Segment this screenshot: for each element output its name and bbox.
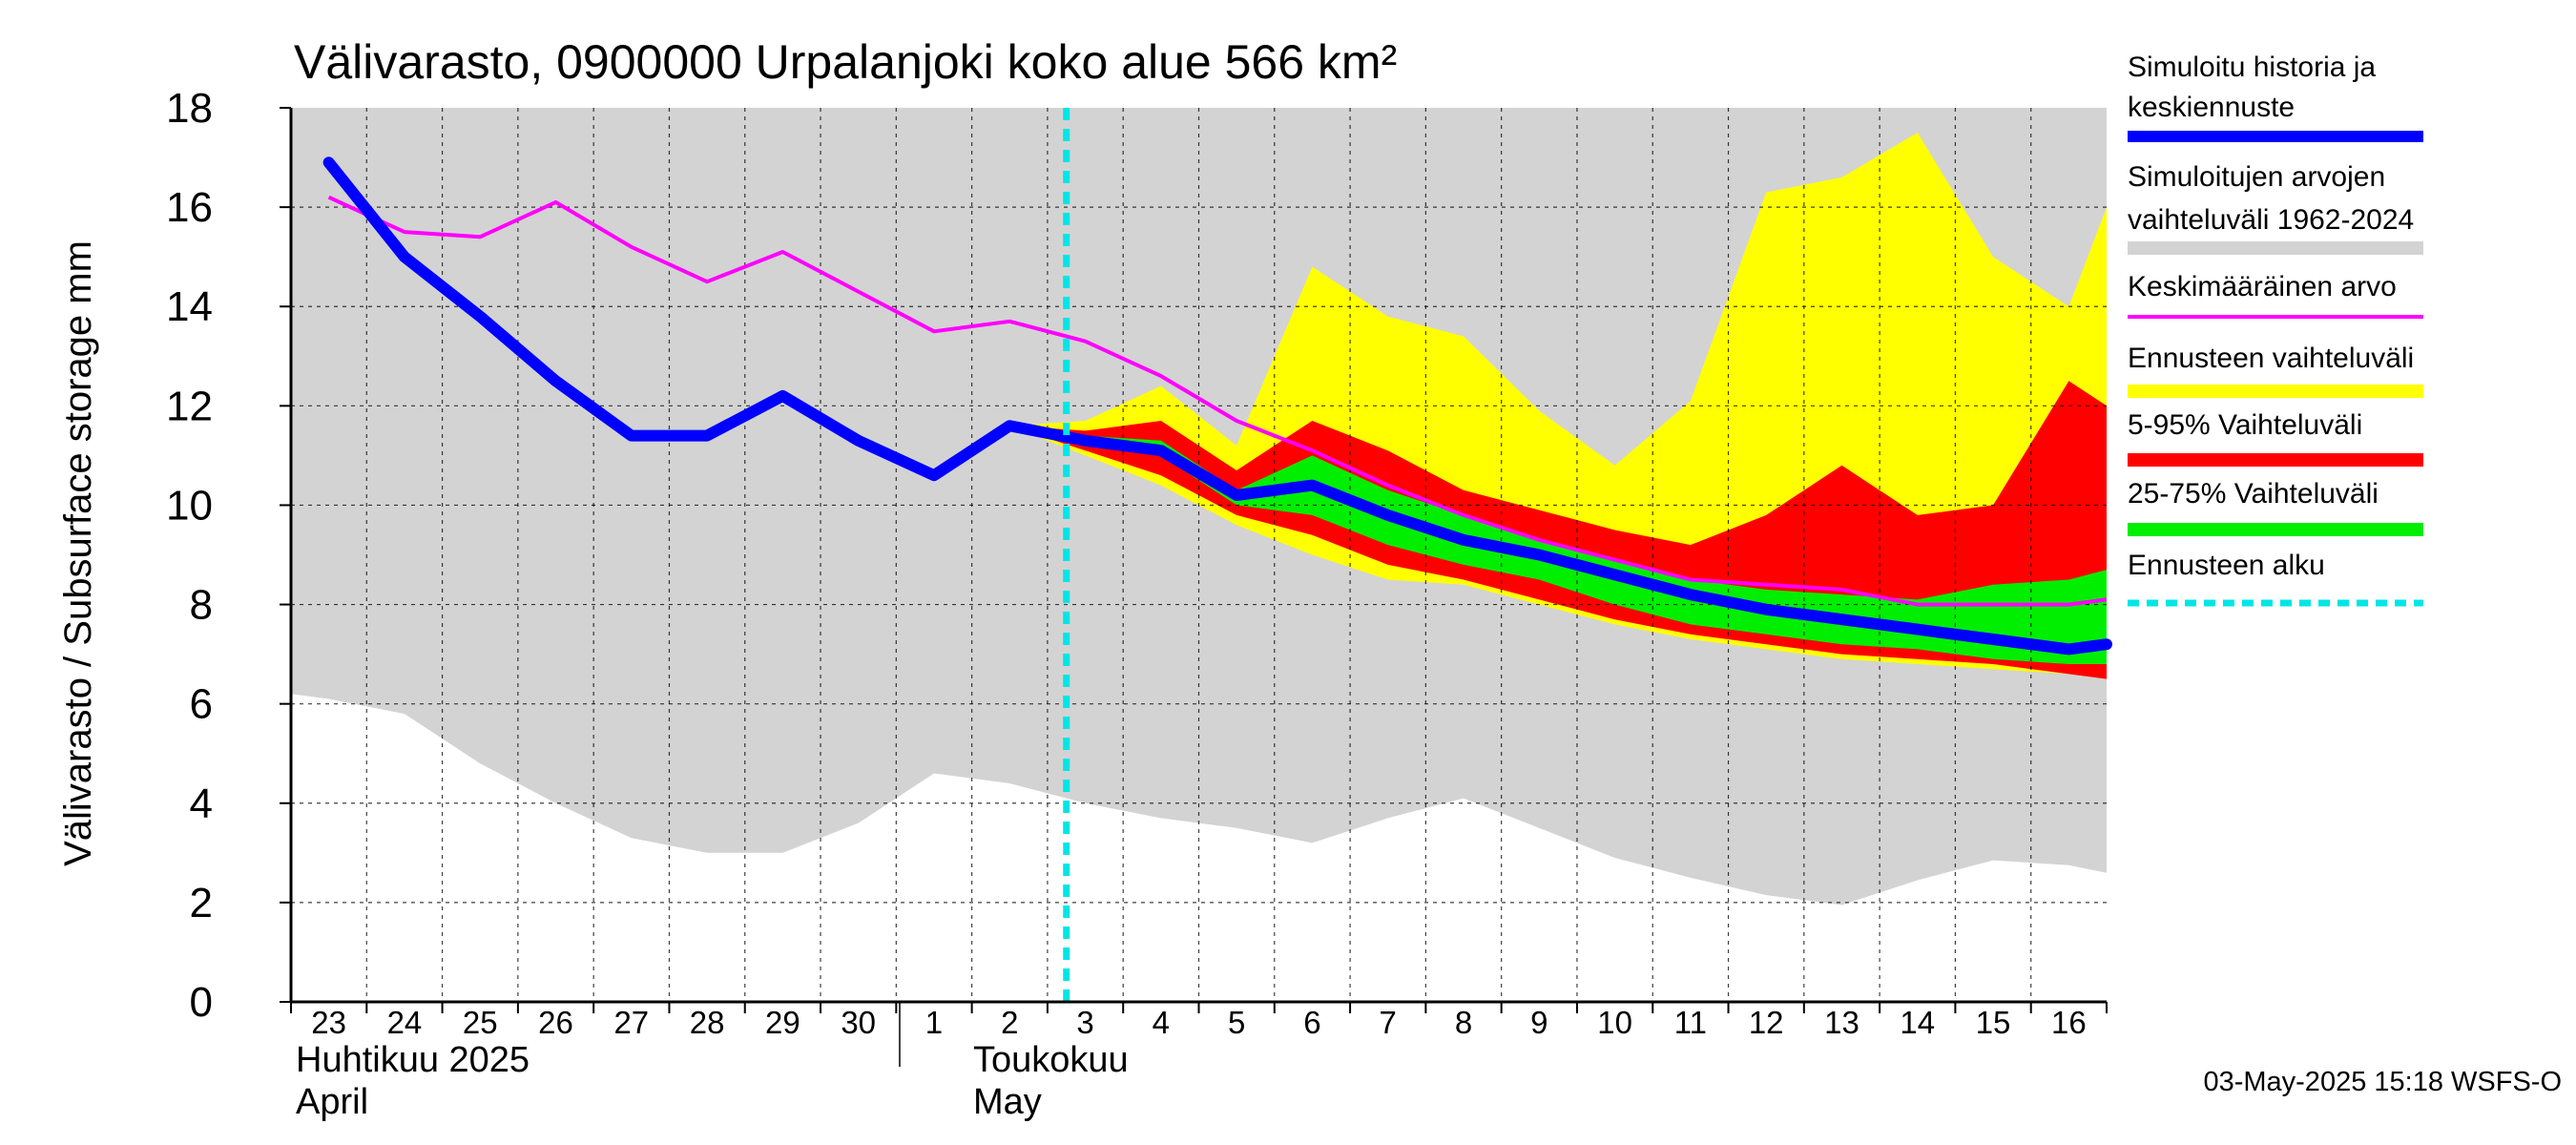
x-tick-label: 26 [538,1005,573,1040]
x-tick-label: 1 [925,1005,943,1040]
y-tick-label: 4 [190,781,213,827]
legend-label-sim: Simuloitu historia ja [2128,52,2376,83]
y-tick-label: 14 [166,283,213,330]
legend-label-fcrange: Ennusteen vaihteluväli [2128,343,2414,374]
x-tick-label: 9 [1530,1005,1548,1040]
mean-line [327,195,2108,607]
x-tick-label: 14 [1900,1005,1935,1040]
x-tick-label: 3 [1076,1005,1093,1040]
y-tick-label: 6 [190,681,213,728]
legend-label-range: Simuloitujen arvojen [2128,161,2385,193]
x-tick-labels: 23 24 25 26 27 28 29 30 1 2 3 4 5 6 7 8 9 10 11 12 13 14 15 16 [311,1005,2086,1040]
y-tick-label: 12 [166,383,213,429]
y-tick-label: 2 [190,880,213,926]
y-tick-label: 0 [190,979,213,1026]
y-tick-label: 18 [166,85,213,132]
legend-label-sim-line2: keskiennuste [2128,92,2295,123]
legend-label-mean: Keskimääräinen arvo [2128,271,2397,302]
x-tick-label: 7 [1380,1005,1397,1040]
x-tick-label: 28 [690,1005,725,1040]
x-tick-label: 10 [1597,1005,1632,1040]
simulated-forecast-line [322,156,2112,656]
month-label-may-fi: Toukokuu [973,1040,1129,1080]
y-axis-label: Välivarasto / Subsurface storage mm [57,240,99,866]
x-tick-label: 2 [1001,1005,1018,1040]
y-tick-label: 10 [166,482,213,529]
x-tick-label: 4 [1153,1005,1170,1040]
x-tick-label: 5 [1228,1005,1245,1040]
x-tick-label: 6 [1303,1005,1320,1040]
chart-lines [322,108,2112,1002]
x-tick-label: 11 [1674,1005,1707,1040]
legend-label-p595: 5-95% Vaihteluväli [2128,409,2362,441]
x-tick-label: 13 [1824,1005,1859,1040]
x-tick-label: 25 [463,1005,498,1040]
y-tick-label: 16 [166,184,213,231]
chart-legend: Simuloitu historia ja keskiennuste Simuloi… [2128,52,2423,607]
x-tick-label: 27 [613,1005,649,1040]
month-label-april-fi: Huhtikuu 2025 [296,1040,530,1080]
footer-timestamp: 03-May-2025 15:18 WSFS-O [2203,1067,2562,1097]
month-label-april-en: April [296,1082,368,1122]
chart-grid [291,108,2107,1002]
legend-label-p2575: 25-75% Vaihteluväli [2128,478,2379,510]
x-tick-label: 24 [387,1005,423,1040]
y-tick-labels: 0 2 4 6 8 10 12 14 16 18 [166,85,213,1026]
x-tick-label: 29 [765,1005,800,1040]
y-tick-label: 8 [190,582,213,629]
x-tick-label: 15 [1976,1005,2011,1040]
month-label-may-en: May [973,1082,1042,1122]
chart-frame [280,107,2108,1013]
x-tick-label: 30 [841,1005,876,1040]
x-tick-label: 16 [2051,1005,2087,1040]
legend-label-start: Ennusteen alku [2128,550,2325,581]
x-tick-label: 8 [1455,1005,1472,1040]
x-tick-label: 12 [1749,1005,1784,1040]
x-tick-label: 23 [311,1005,346,1040]
legend-label-range-line2: vaihteluväli 1962-2024 [2128,204,2414,236]
chart-title: Välivarasto, 0900000 Urpalanjoki koko al… [294,35,1397,89]
